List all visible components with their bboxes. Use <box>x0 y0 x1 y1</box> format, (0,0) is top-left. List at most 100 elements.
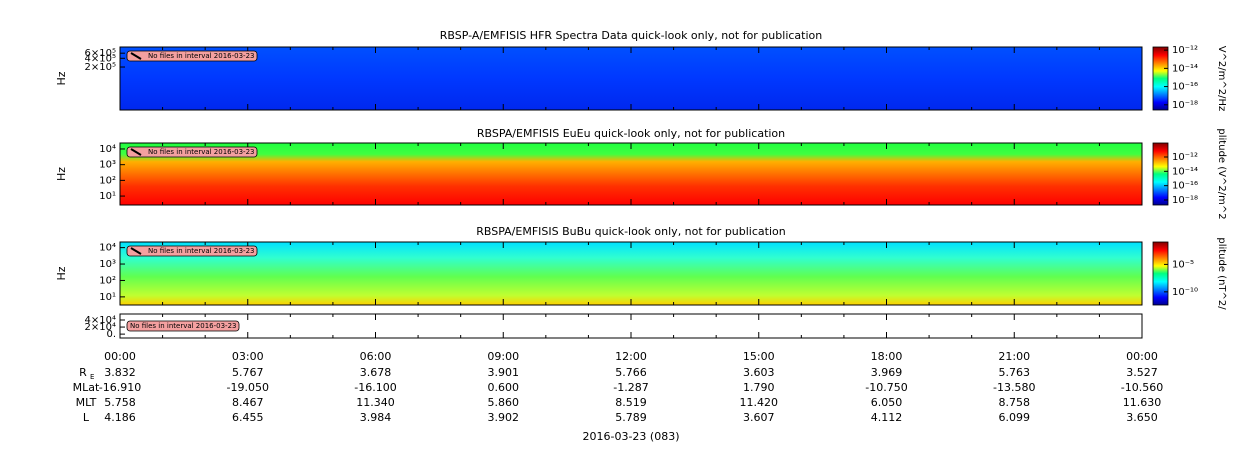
row-value: 4.112 <box>871 411 903 424</box>
y-axis-label: Hz <box>55 71 68 85</box>
colorbar-tick-label: 10⁻¹⁴ <box>1172 166 1198 177</box>
row-label: MLat <box>73 381 100 394</box>
time-label: 15:00 <box>743 350 775 363</box>
y-tick-label: 2×10⁵ <box>85 62 116 73</box>
row-value: 6.099 <box>999 411 1031 424</box>
row-value: -19.050 <box>227 381 269 394</box>
row-value: 8.467 <box>232 396 264 409</box>
row-value: 6.455 <box>232 411 264 424</box>
colorbar-tick-label: 10⁻¹² <box>1172 152 1198 163</box>
row-value: 11.420 <box>740 396 779 409</box>
colorbar-tick-label: 10⁻¹⁴ <box>1172 63 1198 74</box>
row-value: 3.603 <box>743 366 775 379</box>
annotation-box <box>126 320 240 332</box>
colorbar <box>1152 142 1169 206</box>
panel-title: RBSP-A/EMFISIS HFR Spectra Data quick-lo… <box>440 29 823 42</box>
colorbar-tick-label: 10⁻⁵ <box>1172 259 1194 270</box>
row-value: 3.901 <box>488 366 520 379</box>
row-value: 0.600 <box>488 381 520 394</box>
row-value: 3.527 <box>1126 366 1158 379</box>
y-axis-label: Hz <box>55 167 68 181</box>
spectrogram <box>120 143 1142 205</box>
annotation-icon <box>130 247 142 255</box>
spectrogram <box>120 47 1142 110</box>
row-value: 6.050 <box>871 396 903 409</box>
row-value: 5.763 <box>999 366 1031 379</box>
colorbar-tick-label: 10⁻¹⁰ <box>1172 287 1198 298</box>
row-value: 11.340 <box>356 396 395 409</box>
time-label: 03:00 <box>232 350 264 363</box>
row-label: L <box>83 411 90 424</box>
y-tick-label: 10² <box>99 175 116 186</box>
annotation: No files in interval 2016-03-23 <box>130 322 236 330</box>
y-tick-label: 10¹ <box>99 292 116 303</box>
spectrogram <box>120 242 1142 305</box>
time-label: 09:00 <box>487 350 519 363</box>
row-value: 3.969 <box>871 366 903 379</box>
row-value: 3.650 <box>1126 411 1158 424</box>
y-tick-label: 10¹ <box>99 191 116 202</box>
y-tick-label: 10³ <box>99 259 116 270</box>
row-value: 1.790 <box>743 381 775 394</box>
row-value: 5.767 <box>232 366 264 379</box>
colorbar-label: plitude (nT^2/ <box>1216 237 1227 310</box>
y-tick-label: 4×10⁵ <box>85 53 116 64</box>
colorbar-tick-label: 10⁻¹² <box>1172 45 1198 56</box>
panel-title: RBSPA/EMFISIS BuBu quick-look only, not … <box>476 225 786 238</box>
annotation-box <box>126 146 258 158</box>
row-value: 8.758 <box>999 396 1031 409</box>
colorbar-tick-label: 10⁻¹⁸ <box>1172 195 1198 206</box>
colorbar <box>1152 241 1169 306</box>
time-label: 00:00 <box>1126 350 1158 363</box>
row-label-subscript: E <box>90 373 94 381</box>
y-axis-label: Hz <box>55 266 68 280</box>
y-tick-label: 4×10⁴ <box>85 315 116 326</box>
annotation: No files in interval 2016-03-23 <box>148 52 254 60</box>
annotation: No files in interval 2016-03-23 <box>148 247 254 255</box>
colorbar-tick-label: 10⁻¹⁶ <box>1172 82 1198 93</box>
row-value: 11.630 <box>1123 396 1162 409</box>
y-tick-label: 2×10⁴ <box>85 322 116 333</box>
row-label: R <box>79 366 87 379</box>
time-label: 12:00 <box>615 350 647 363</box>
row-value: 3.832 <box>104 366 136 379</box>
y-tick-label: 10² <box>99 275 116 286</box>
colorbar-label: plitude (V^2/m^2 <box>1216 128 1227 219</box>
row-value: -16.910 <box>99 381 141 394</box>
row-value: 4.186 <box>104 411 136 424</box>
y-tick-label: 10⁴ <box>99 144 116 155</box>
row-value: -10.560 <box>1121 381 1163 394</box>
y-tick-label: 10⁴ <box>99 243 116 254</box>
row-value: 3.678 <box>360 366 392 379</box>
colorbar <box>1152 46 1169 111</box>
time-label: 18:00 <box>871 350 903 363</box>
row-value: 3.607 <box>743 411 775 424</box>
row-value: 5.758 <box>104 396 136 409</box>
row-value: -10.750 <box>865 381 907 394</box>
time-label: 21:00 <box>998 350 1030 363</box>
y-tick-label: 10³ <box>99 160 116 171</box>
annotation-box <box>126 50 258 62</box>
row-value: 8.519 <box>615 396 647 409</box>
date-label: 2016-03-23 (083) <box>582 430 679 443</box>
row-value: 5.860 <box>488 396 520 409</box>
annotation-box <box>126 245 258 257</box>
row-label: MLT <box>76 396 97 409</box>
row-value: 3.902 <box>488 411 520 424</box>
row-value: -16.100 <box>354 381 396 394</box>
time-label: 06:00 <box>360 350 392 363</box>
annotation: No files in interval 2016-03-23 <box>148 148 254 156</box>
row-value: 5.789 <box>615 411 647 424</box>
colorbar-label: V^2/m^2/Hz <box>1216 46 1227 112</box>
panel-title: RBSPA/EMFISIS EuEu quick-look only, not … <box>477 127 785 140</box>
colorbar-tick-label: 10⁻¹⁸ <box>1172 100 1198 111</box>
y-tick-label: 0. <box>106 329 116 340</box>
annotation-icon <box>130 148 142 156</box>
colorbar-tick-label: 10⁻¹⁶ <box>1172 181 1198 192</box>
row-value: 5.766 <box>615 366 647 379</box>
row-value: -13.580 <box>993 381 1035 394</box>
panels: RBSP-A/EMFISIS HFR Spectra Data quick-lo… <box>55 29 1227 340</box>
row-value: -1.287 <box>613 381 648 394</box>
time-label: 00:00 <box>104 350 136 363</box>
